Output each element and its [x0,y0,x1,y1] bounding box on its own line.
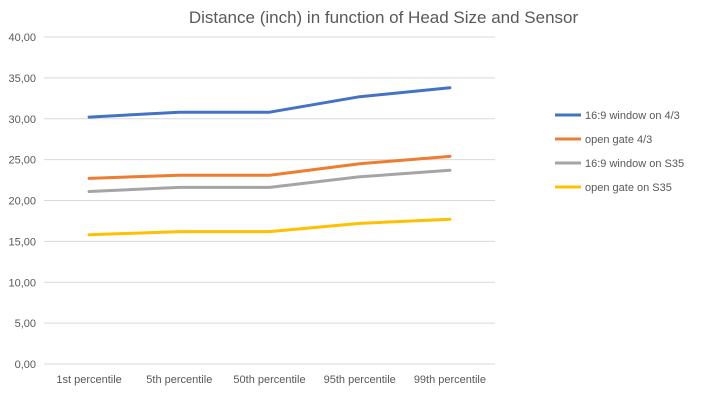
series-line [87,217,452,237]
legend-label: 16:9 window on 4/3 [585,110,680,122]
y-tick-label: 10,00 [8,277,36,289]
y-tick-label: 5,00 [15,318,36,330]
legend-entry: 16:9 window on S35 [555,158,684,170]
legend: 16:9 window on 4/3 open gate 4/3 16:9 wind… [555,110,684,194]
legend-entry: 16:9 window on 4/3 [555,110,680,122]
series-line [87,168,452,193]
chart-title: Distance (inch) in function of Head Size… [188,8,579,27]
legend-entry: open gate 4/3 [555,134,652,146]
y-axis-ticks: 0,00 5,00 10,00 15,00 20,00 25,00 30,00 35,00 40… [8,32,36,371]
series-line [87,154,452,180]
x-tick-label: 99th percentile [414,374,486,386]
x-tick-label: 1st percentile [56,374,121,386]
x-tick-label: 95th percentile [324,374,396,386]
y-tick-label: 0,00 [15,359,36,371]
grid-lines [44,36,495,365]
x-tick-label: 50th percentile [233,374,305,386]
series-line [87,86,452,119]
y-tick-label: 15,00 [8,236,36,248]
legend-entry: open gate on S35 [555,182,672,194]
legend-label: open gate on S35 [585,182,672,194]
y-tick-label: 40,00 [8,32,36,44]
x-axis-ticks: 1st percentile 5th percentile 50th percent… [56,374,486,386]
y-tick-label: 30,00 [8,114,36,126]
legend-label: open gate 4/3 [585,134,652,146]
y-tick-label: 25,00 [8,155,36,167]
y-tick-label: 35,00 [8,73,36,85]
series-lines [87,86,452,237]
x-tick-label: 5th percentile [146,374,212,386]
y-tick-label: 20,00 [8,196,36,208]
legend-label: 16:9 window on S35 [585,158,684,170]
